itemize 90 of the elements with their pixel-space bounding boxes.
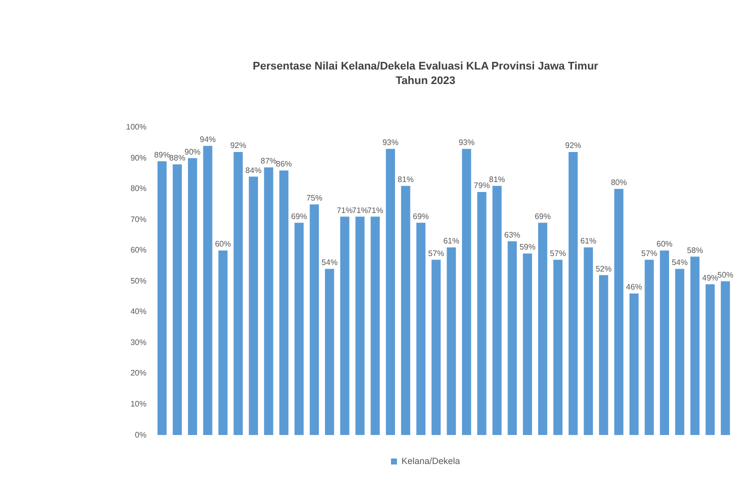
bar: [553, 260, 562, 436]
bar: [614, 188, 624, 436]
y-tick-label: 0%: [134, 430, 146, 440]
y-tick-label: 80%: [130, 184, 146, 194]
data-label: 84%: [245, 166, 262, 175]
data-label: 89%: [154, 150, 170, 160]
data-label: 60%: [656, 240, 672, 249]
y-tick-label: 70%: [130, 214, 146, 224]
bar: [279, 170, 288, 436]
data-label: 52%: [596, 264, 612, 274]
data-label: 92%: [565, 141, 582, 150]
bar: [568, 152, 578, 436]
data-label: 69%: [534, 212, 551, 221]
bar: [599, 275, 608, 436]
bar: [310, 204, 319, 436]
bar: [508, 241, 517, 436]
data-label: 59%: [519, 242, 536, 252]
data-label: 88%: [169, 154, 186, 163]
data-label: 50%: [717, 270, 734, 280]
bar: [584, 247, 593, 436]
bar: [294, 222, 304, 436]
data-label: 86%: [276, 160, 292, 169]
data-label: 69%: [412, 212, 429, 221]
data-label: 87%: [260, 156, 277, 166]
data-label: 57%: [641, 248, 658, 258]
bar: [188, 158, 198, 436]
bar: [660, 250, 670, 436]
data-label: 60%: [214, 240, 231, 249]
data-label: 57%: [428, 248, 444, 258]
bar: [629, 294, 639, 436]
bar: [720, 281, 730, 436]
data-label: 93%: [458, 138, 475, 148]
bar: [203, 146, 212, 436]
y-tick-label: 90%: [130, 153, 146, 162]
bar: [446, 247, 456, 436]
data-label: 61%: [580, 236, 596, 246]
data-label: 57%: [550, 248, 566, 258]
bar: [234, 152, 243, 436]
data-label: 92%: [230, 141, 246, 150]
bar: [218, 250, 228, 436]
data-label: 54%: [672, 258, 688, 268]
chart-title: Persentase Nilai Kelana/Dekela Evaluasi KLA Provinsi Jawa Timur: [252, 60, 599, 73]
data-label: 71%: [352, 206, 368, 215]
bar: [340, 216, 350, 436]
bar: [324, 268, 334, 436]
data-label: 94%: [200, 135, 216, 144]
bar: [706, 284, 715, 436]
y-tick-label: 40%: [130, 307, 146, 316]
bar: [644, 260, 654, 436]
bar: [355, 216, 365, 436]
bar: [522, 254, 532, 436]
bar: [172, 164, 182, 436]
data-label: 69%: [291, 212, 308, 221]
bar: [264, 167, 274, 436]
data-label: 90%: [184, 147, 201, 156]
data-label: 71%: [336, 206, 353, 215]
data-label: 63%: [504, 230, 520, 240]
data-label: 46%: [626, 282, 642, 292]
y-tick-label: 50%: [130, 276, 146, 286]
bar: [462, 148, 472, 436]
bar: [492, 186, 502, 436]
data-label: 79%: [474, 181, 490, 190]
data-label: 81%: [489, 175, 506, 184]
data-label: 49%: [702, 274, 718, 283]
y-tick-label: 60%: [130, 246, 146, 255]
data-label: 71%: [367, 206, 384, 215]
y-tick-label: 10%: [130, 399, 146, 408]
chart-subtitle: Tahun 2023: [396, 74, 456, 87]
data-label: 54%: [322, 258, 338, 268]
bar: [538, 222, 548, 436]
bar: [370, 216, 380, 436]
y-tick-label: 30%: [130, 338, 146, 347]
bar: [416, 222, 426, 436]
data-label: 81%: [398, 175, 414, 184]
bar: [158, 161, 167, 436]
bar: [386, 148, 396, 436]
data-label: 80%: [610, 178, 627, 188]
bar: [690, 256, 700, 436]
legend-label: Kelana/Dekela: [401, 456, 460, 466]
data-label: 61%: [443, 236, 460, 246]
data-label: 93%: [382, 138, 398, 148]
data-label: 58%: [686, 246, 703, 255]
bar: [432, 260, 441, 436]
bar: [401, 186, 410, 436]
y-tick-label: 100%: [126, 122, 146, 132]
bar: [675, 268, 684, 436]
bar: [477, 192, 486, 436]
y-tick-label: 20%: [130, 368, 146, 378]
data-label: 75%: [306, 194, 322, 203]
bar: [248, 176, 258, 436]
